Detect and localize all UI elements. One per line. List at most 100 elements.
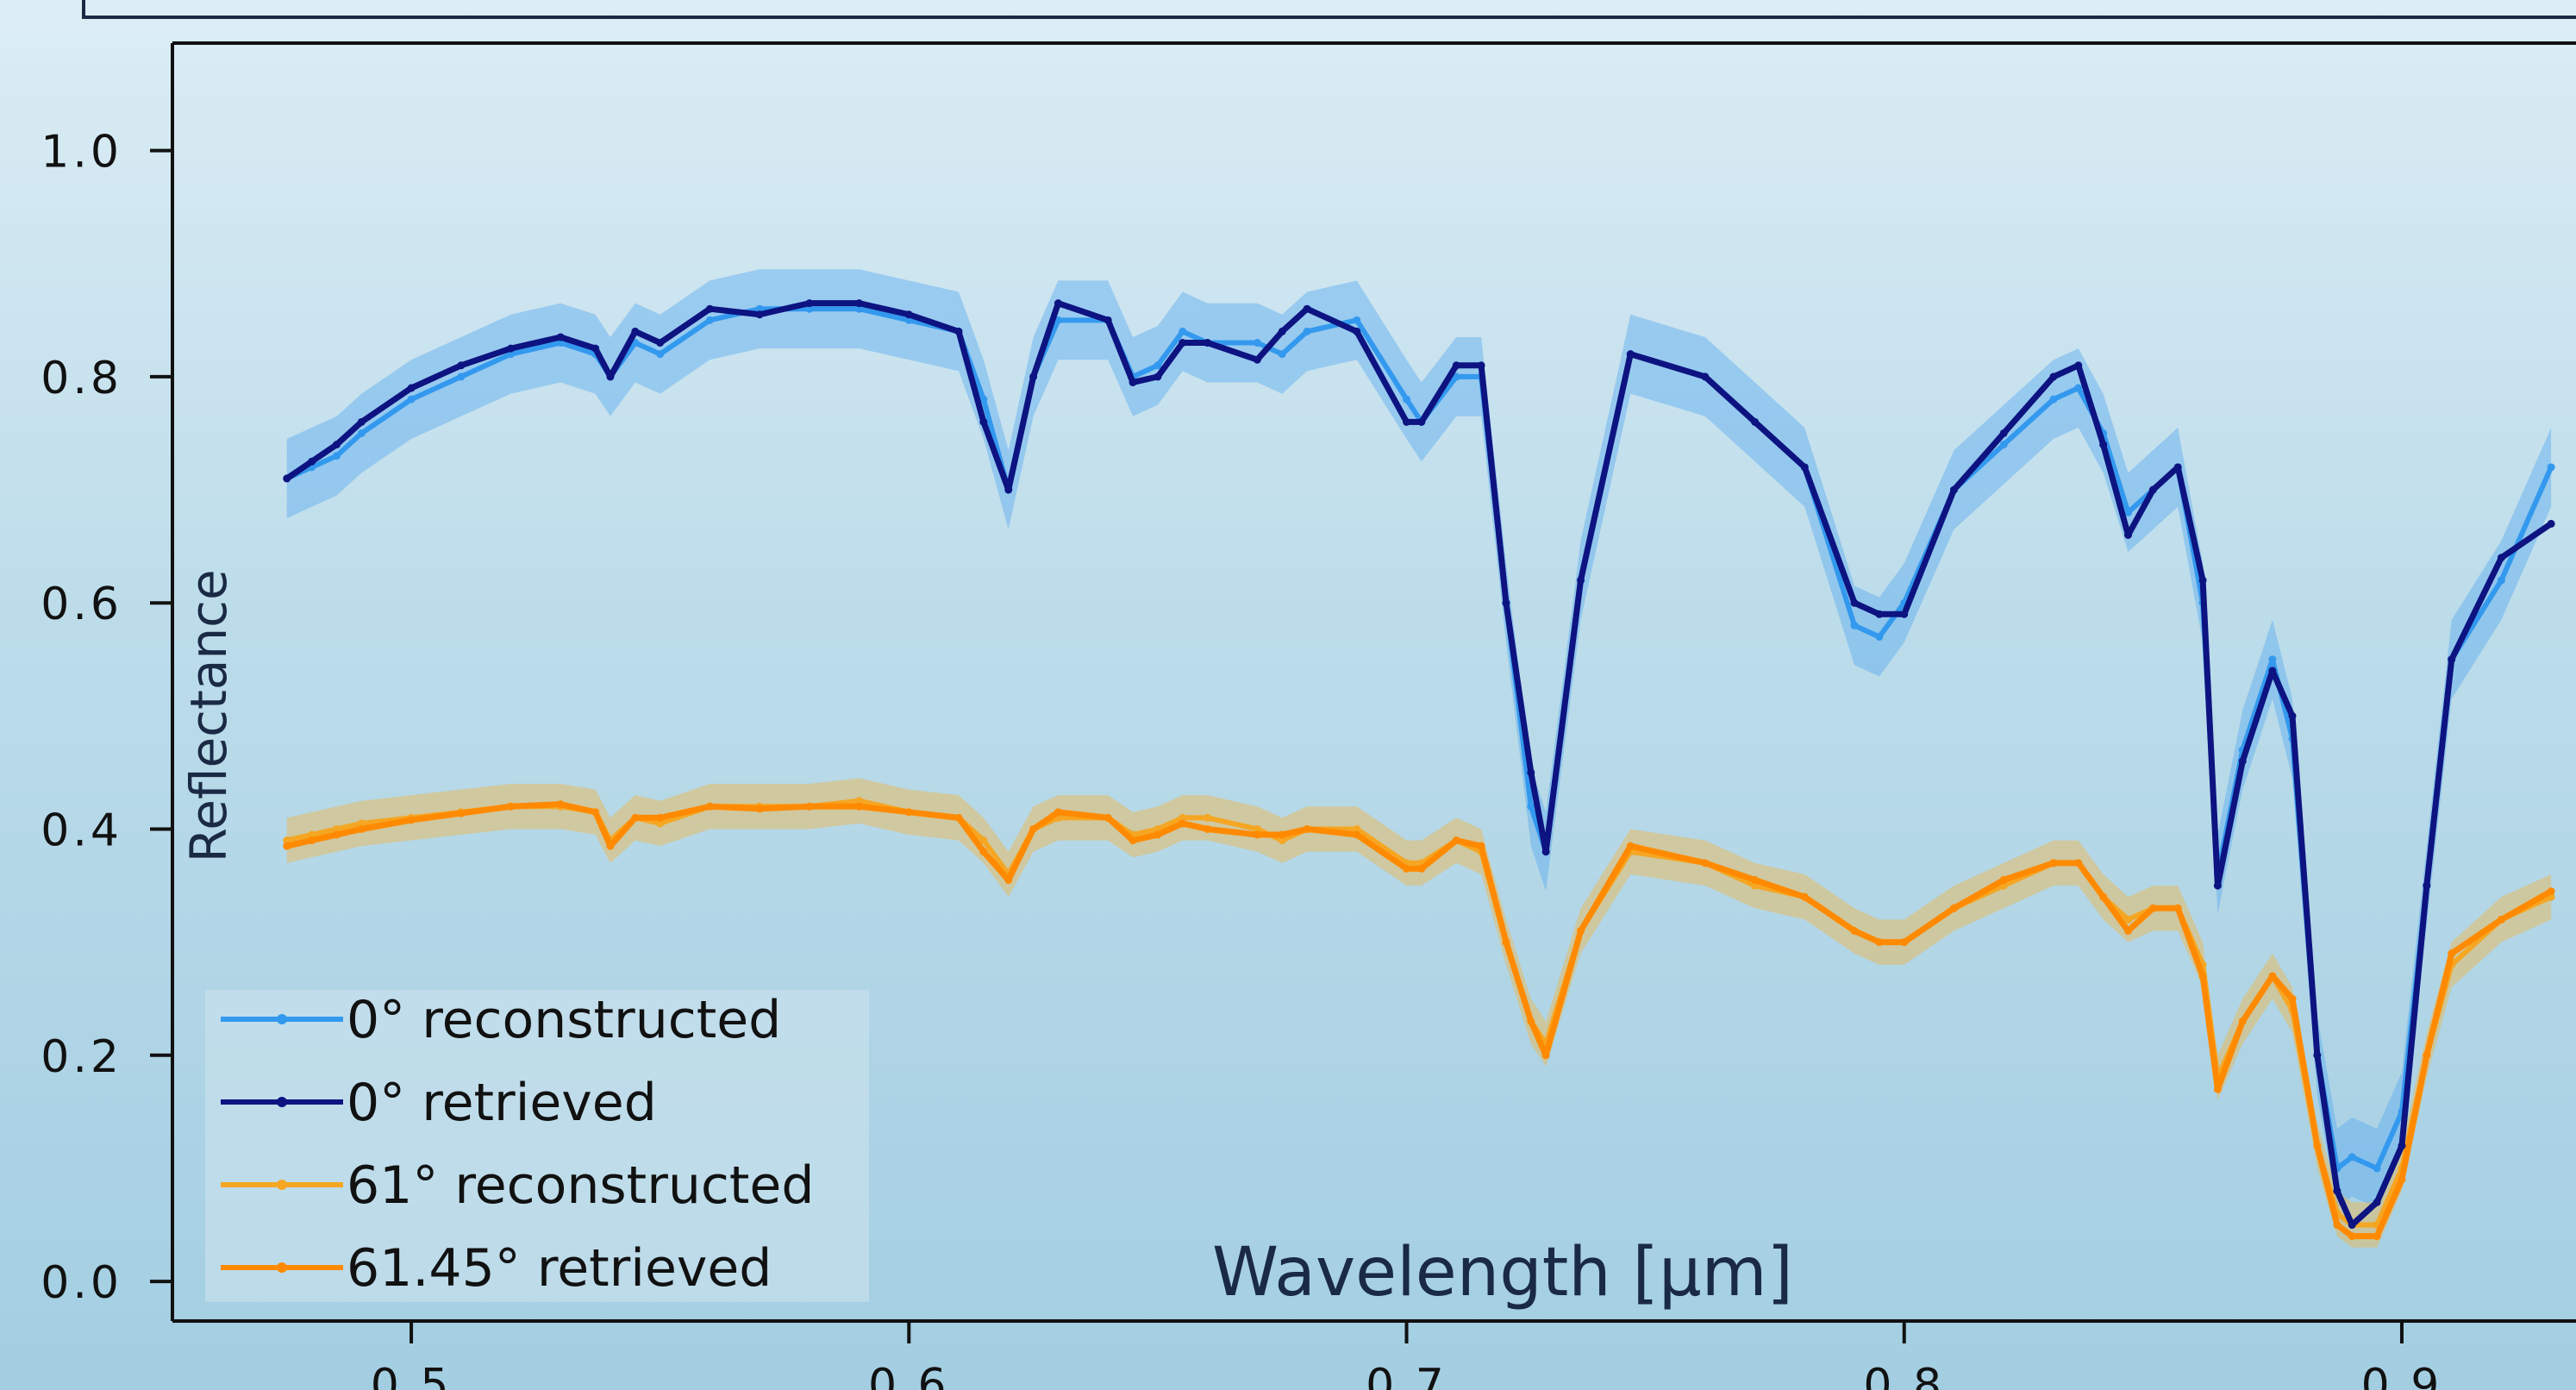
data-point xyxy=(2049,395,2058,404)
data-point xyxy=(705,802,714,811)
data-point xyxy=(1353,316,1361,324)
x-tick-label: 0.9 xyxy=(2361,1360,2443,1390)
data-point xyxy=(2074,361,2083,370)
data-point xyxy=(308,457,316,466)
data-point xyxy=(1253,824,1261,833)
x-tick-label: 0.7 xyxy=(1366,1360,1447,1390)
data-point xyxy=(1751,876,1760,885)
data-point xyxy=(1751,417,1760,426)
legend-box xyxy=(205,990,869,1302)
data-point xyxy=(1541,848,1550,856)
data-point xyxy=(308,836,316,845)
data-point xyxy=(1949,904,1958,912)
data-point xyxy=(705,316,714,324)
data-point xyxy=(1452,361,1460,370)
data-point xyxy=(1875,610,1884,618)
data-point xyxy=(1541,1051,1550,1060)
legend-swatch-marker xyxy=(277,1180,287,1190)
data-point xyxy=(1029,824,1038,833)
data-point xyxy=(2348,1232,2356,1241)
data-point xyxy=(407,395,416,404)
data-point xyxy=(2348,1153,2356,1161)
data-point xyxy=(283,474,291,483)
data-point xyxy=(507,344,516,353)
data-point xyxy=(1154,830,1162,839)
data-point xyxy=(1999,876,2008,885)
data-point xyxy=(2099,892,2108,901)
data-point xyxy=(656,819,665,828)
legend-label: 61.45° retrieved xyxy=(347,1238,772,1299)
data-point xyxy=(606,842,615,850)
data-point xyxy=(1999,441,2008,449)
x-axis-label: Wavelength [µm] xyxy=(1212,1234,1793,1312)
data-point xyxy=(1278,836,1286,845)
y-tick-label: 0.6 xyxy=(41,579,122,630)
data-point xyxy=(1154,361,1162,370)
data-point xyxy=(1303,327,1311,335)
data-point xyxy=(556,333,565,341)
data-point xyxy=(1949,485,1958,494)
y-tick-label: 0.4 xyxy=(41,805,122,856)
data-point xyxy=(1850,621,1859,629)
data-point xyxy=(2423,881,2431,890)
data-point xyxy=(1701,373,1710,381)
data-point xyxy=(2148,904,2157,912)
data-point xyxy=(1353,824,1361,833)
data-point xyxy=(1253,355,1261,364)
legend-label: 0° reconstructed xyxy=(347,990,781,1050)
data-point xyxy=(507,802,516,811)
legend-swatch-marker xyxy=(277,1014,287,1024)
data-point xyxy=(2148,485,2157,494)
data-point xyxy=(631,327,640,335)
data-point xyxy=(1004,876,1013,885)
top-panel-frame xyxy=(82,0,2576,19)
data-point xyxy=(2198,576,2207,585)
data-point xyxy=(855,299,864,308)
data-point xyxy=(2173,904,2182,912)
data-point xyxy=(1054,299,1062,308)
data-point xyxy=(1403,864,1411,873)
series-line-0-retrieved xyxy=(284,300,2554,1229)
data-point xyxy=(1850,927,1859,936)
data-point xyxy=(2348,1221,2356,1230)
data-point xyxy=(606,373,615,381)
data-point xyxy=(1303,304,1311,313)
data-point xyxy=(904,808,913,817)
data-point xyxy=(979,417,988,426)
data-point xyxy=(1278,350,1286,359)
data-point xyxy=(457,809,466,817)
data-point xyxy=(1800,463,1809,472)
data-point xyxy=(2547,887,2555,896)
data-point xyxy=(755,304,764,313)
data-point xyxy=(1452,373,1460,381)
data-point xyxy=(2448,655,2456,664)
data-point xyxy=(1875,633,1884,642)
series-line-61-45-retrieved xyxy=(285,801,2553,1240)
data-point xyxy=(2074,384,2083,392)
data-point xyxy=(2423,1051,2431,1060)
data-point xyxy=(457,373,466,381)
series-61-45-retrieved xyxy=(283,800,2555,1241)
data-point xyxy=(1417,864,1426,873)
data-point xyxy=(855,797,864,805)
data-point xyxy=(308,830,316,839)
data-point xyxy=(357,417,366,426)
data-point xyxy=(283,842,291,850)
data-point xyxy=(2547,519,2555,528)
data-point xyxy=(1502,938,1510,947)
data-point xyxy=(1417,417,1426,426)
data-point xyxy=(954,813,963,822)
data-point xyxy=(1204,339,1212,348)
data-point xyxy=(591,808,600,817)
data-point xyxy=(332,830,341,839)
data-point xyxy=(2049,373,2058,381)
data-point xyxy=(979,836,988,845)
data-point xyxy=(631,813,640,822)
x-tick-label: 0.5 xyxy=(371,1360,453,1390)
data-point xyxy=(2288,711,2297,720)
data-point xyxy=(2123,508,2132,517)
data-point xyxy=(2198,972,2207,980)
data-point xyxy=(2238,1017,2247,1025)
data-point xyxy=(1452,836,1460,845)
